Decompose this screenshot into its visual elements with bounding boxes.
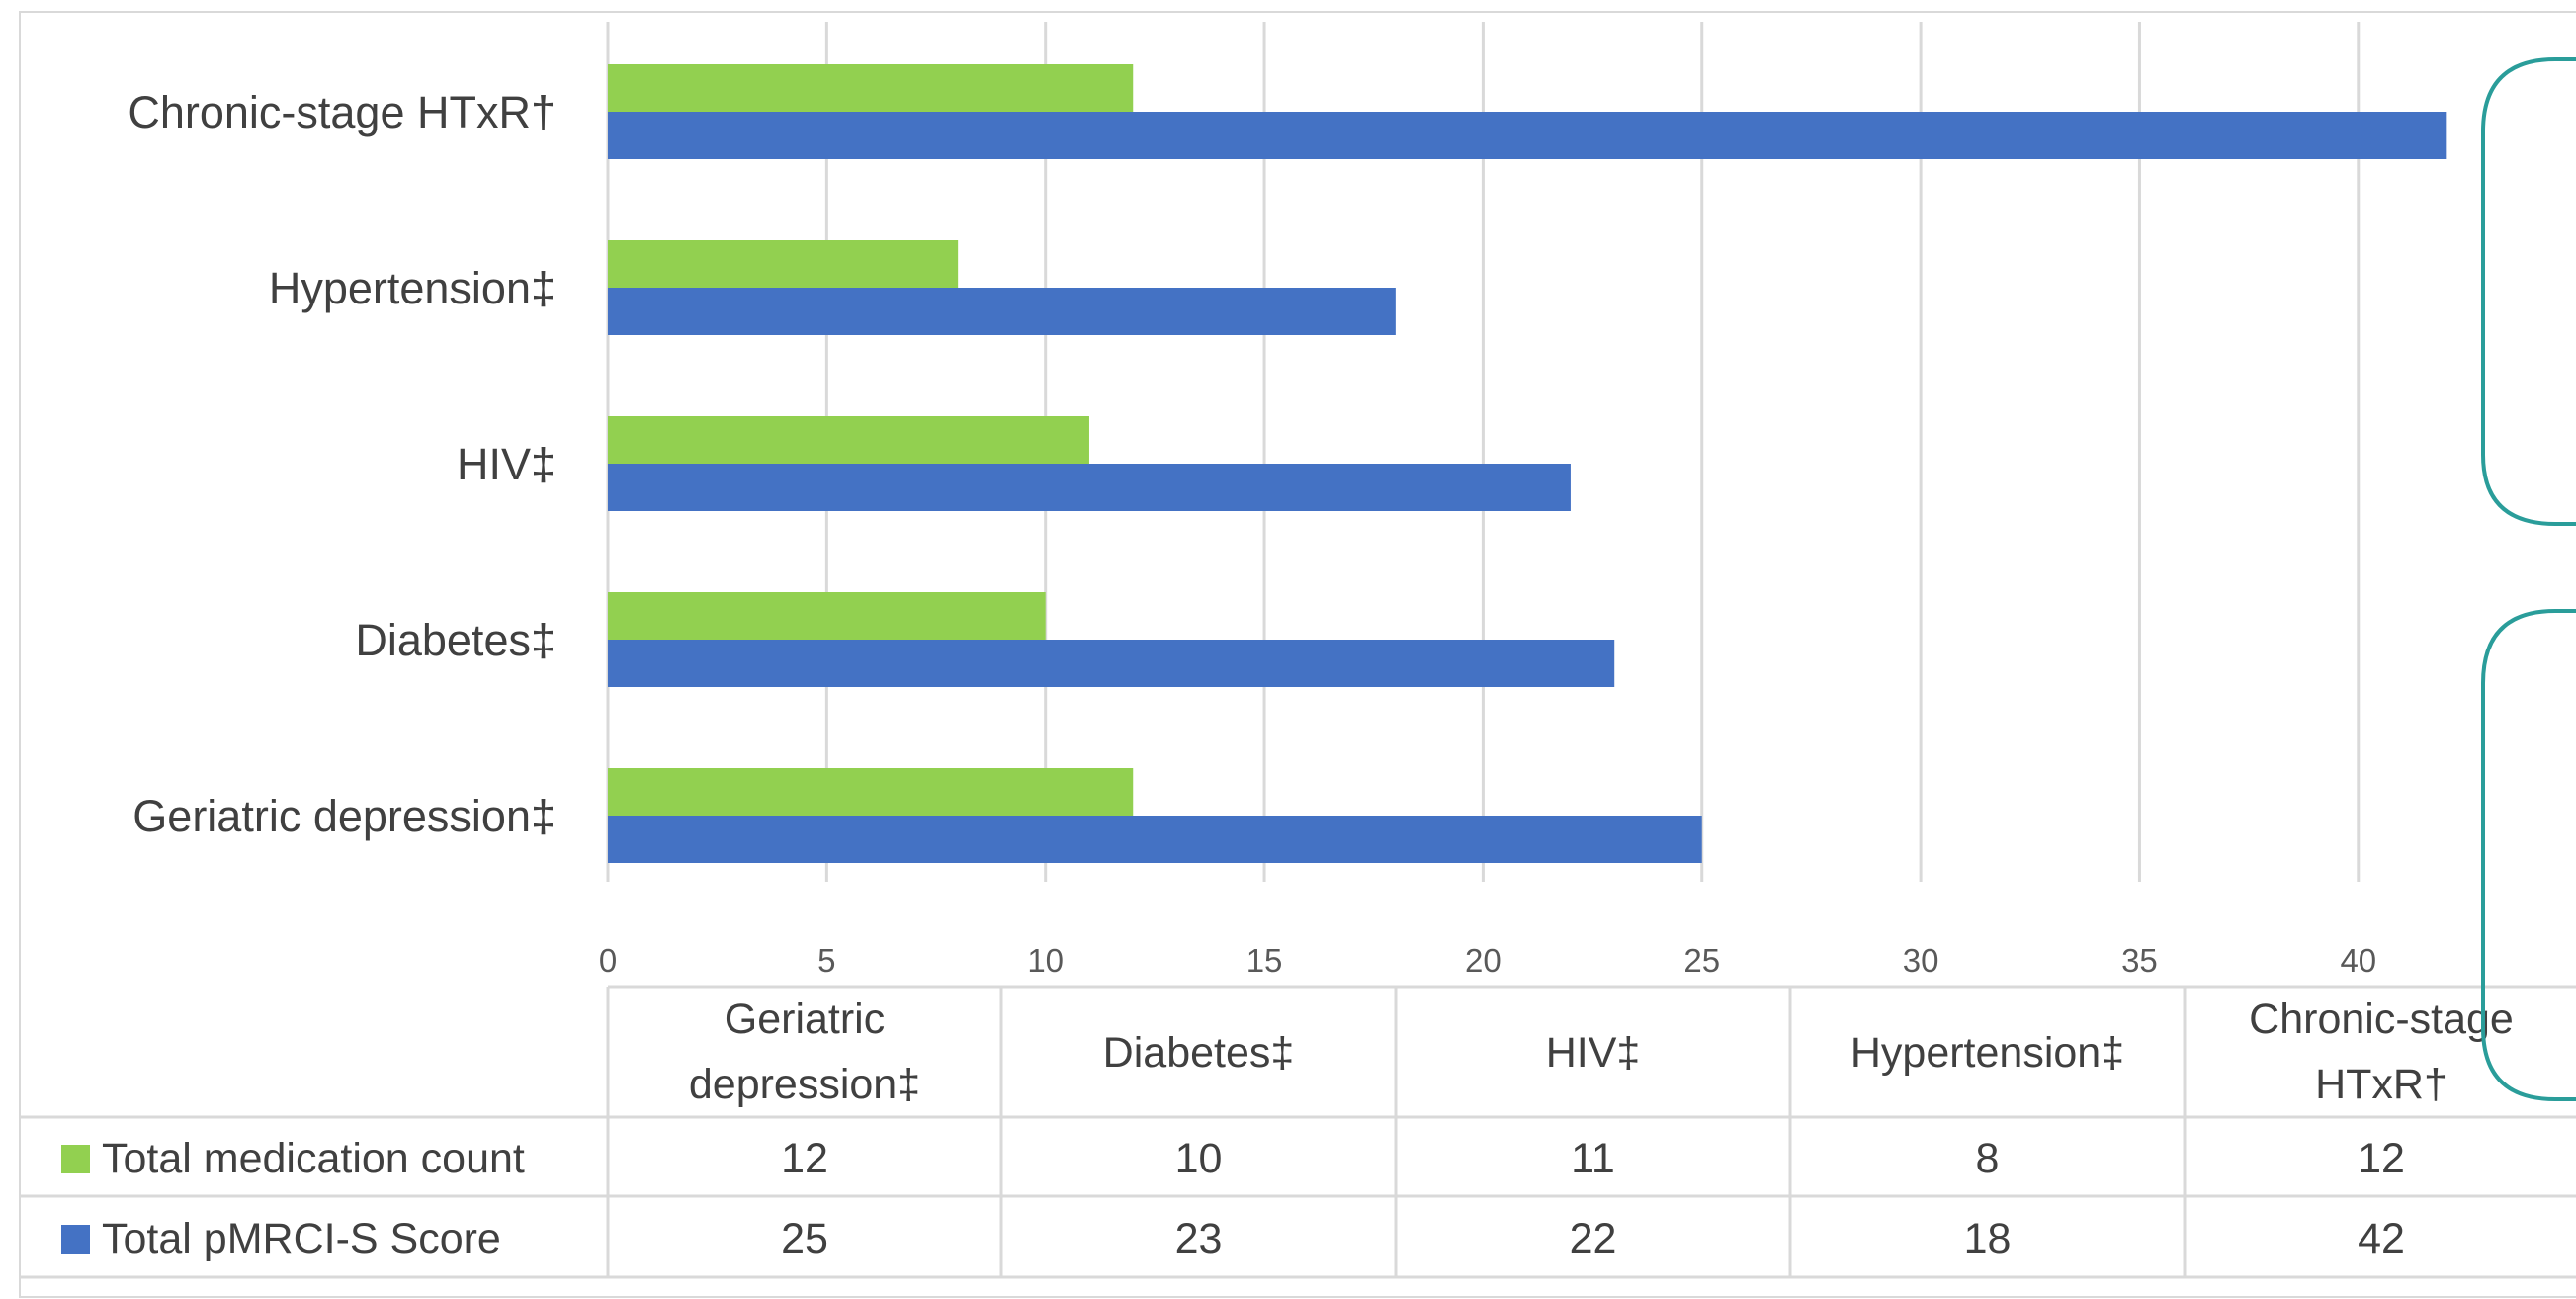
- bar-medication-count: [608, 592, 1046, 640]
- table-value-cell: 25: [781, 1215, 828, 1262]
- x-tick-label: 25: [1683, 942, 1720, 979]
- table-header-cell: Diabetes‡: [1103, 1029, 1295, 1077]
- table-header-cell: Chronic-stage HTxR†: [2249, 996, 2514, 1108]
- table-header-cell: Hypertension‡: [1850, 1029, 2124, 1077]
- x-tick-labels: 0 5 10 15 20 25 30 35 40: [599, 942, 2376, 979]
- bar-pmrci-score: [608, 112, 2447, 159]
- table-value-cell: 18: [1964, 1215, 2012, 1262]
- category-label: Chronic-stage HTxR†: [128, 87, 556, 137]
- table-value-cell: 23: [1175, 1215, 1223, 1262]
- x-tick-label: 35: [2121, 942, 2158, 979]
- bar-pmrci-score: [608, 816, 1702, 863]
- category-labels: Geriatric depression‡ Diabetes‡ HIV‡ Hypert…: [128, 87, 556, 841]
- gridlines: [606, 22, 2361, 882]
- category-label: Geriatric depression‡: [132, 791, 556, 841]
- legend-swatch: [61, 1225, 90, 1254]
- category-label: Hypertension‡: [269, 263, 556, 313]
- legend-label: Total pMRCI-S Score: [102, 1215, 501, 1262]
- table-value-cell: 8: [1976, 1135, 2000, 1182]
- table-header-cell: Geriatric depression‡: [689, 996, 920, 1108]
- category-label: Diabetes‡: [355, 615, 556, 665]
- bar-pmrci-score: [608, 640, 1615, 687]
- table-value-cell: 22: [1570, 1215, 1617, 1262]
- table-value-cell: 11: [1571, 1135, 1615, 1182]
- bar-medication-count: [608, 240, 959, 288]
- chart-frame: [19, 11, 2576, 1298]
- category-label: HIV‡: [457, 439, 556, 489]
- bar-pmrci-score: [608, 464, 1571, 511]
- x-tick-label: 20: [1465, 942, 1502, 979]
- bars: [608, 64, 2447, 863]
- x-tick-label: 0: [599, 942, 617, 979]
- legend-label: Total medication count: [102, 1135, 525, 1182]
- table-value-cell: 42: [2358, 1215, 2405, 1262]
- x-tick-label: 40: [2340, 942, 2376, 979]
- table-header-cell: HIV‡: [1546, 1029, 1641, 1077]
- bar-medication-count: [608, 416, 1089, 464]
- table-value-cell: 10: [1175, 1135, 1223, 1182]
- bar-medication-count: [608, 768, 1134, 816]
- bar-medication-count: [608, 64, 1134, 112]
- callout-boxes: [2481, 57, 2576, 1101]
- x-tick-label: 30: [1903, 942, 1939, 979]
- x-tick-label: 10: [1027, 942, 1064, 979]
- x-tick-label: 5: [817, 942, 835, 979]
- table-value-cell: 12: [2358, 1135, 2405, 1182]
- data-table: Geriatric depression‡ Diabetes‡ HIV‡ Hyperte…: [20, 985, 2576, 1279]
- table-value-cell: 12: [781, 1135, 828, 1182]
- bar-pmrci-score: [608, 288, 1396, 335]
- x-tick-label: 15: [1246, 942, 1283, 979]
- callout-box-top: [2481, 57, 2576, 526]
- callout-box-bottom: [2481, 609, 2576, 1101]
- legend-swatch: [61, 1145, 90, 1173]
